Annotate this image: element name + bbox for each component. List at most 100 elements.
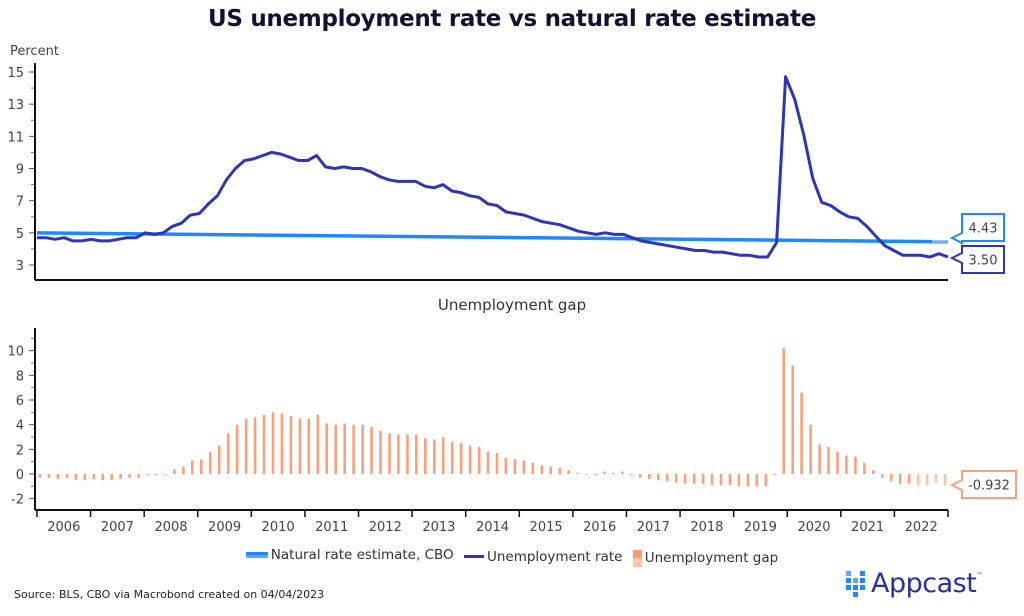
gap-bar bbox=[459, 443, 463, 474]
legend-swatch-unemployment-gap bbox=[632, 549, 642, 567]
end-labels: 4.43 3.50 bbox=[949, 213, 1005, 274]
gap-bar bbox=[119, 474, 122, 479]
callout-box bbox=[949, 470, 1017, 499]
gap-bar bbox=[486, 451, 490, 474]
gap-bar bbox=[173, 469, 176, 474]
gap-bar bbox=[657, 474, 660, 481]
gap-bar bbox=[146, 474, 149, 475]
gap-bar bbox=[477, 446, 481, 474]
gap-bar bbox=[110, 474, 113, 481]
x-tick-label: 2010 bbox=[262, 520, 295, 535]
gap-bar bbox=[872, 470, 875, 474]
gap-bar bbox=[576, 472, 579, 474]
gap-bar bbox=[639, 474, 642, 478]
gap-bar bbox=[433, 439, 436, 474]
gap-bar bbox=[594, 474, 597, 476]
y-tick-label: 2 bbox=[16, 443, 24, 458]
callout-value: 4.43 bbox=[969, 222, 998, 237]
legend-item-natural-rate[interactable]: Natural rate estimate, CBO bbox=[245, 547, 454, 563]
legend-swatch-natural-rate bbox=[245, 552, 268, 558]
gap-bar bbox=[889, 474, 893, 482]
legend-item-unemployment-rate[interactable]: Unemployment rate bbox=[463, 549, 622, 565]
y-tick-label: 11 bbox=[7, 130, 24, 145]
gap-bar bbox=[253, 417, 257, 474]
gap-bar bbox=[137, 474, 140, 478]
gap-bar bbox=[208, 451, 212, 474]
gap-bar bbox=[441, 437, 445, 474]
natural-rate-line bbox=[36, 231, 933, 244]
x-tick-label: 2020 bbox=[797, 520, 830, 535]
y-tick-label: 5 bbox=[16, 227, 24, 242]
x-tick-label: 2017 bbox=[637, 520, 670, 535]
gap-bar bbox=[907, 474, 911, 484]
gap-bar bbox=[235, 424, 239, 474]
gap-bar bbox=[728, 474, 732, 486]
gap-bar bbox=[845, 455, 848, 474]
gap-bar bbox=[710, 474, 714, 486]
gap-bar bbox=[755, 474, 759, 487]
gap-bar bbox=[504, 458, 508, 474]
gap-bar bbox=[200, 459, 203, 474]
y-axis-label: Percent bbox=[10, 44, 59, 59]
gap-bar bbox=[415, 434, 418, 474]
gap-bar bbox=[406, 434, 409, 474]
gap-bar bbox=[83, 474, 87, 481]
gap-bar bbox=[782, 348, 785, 474]
gap-bar bbox=[101, 474, 104, 481]
y-axis-ticks: 15 13 11 9 7 5 3 bbox=[7, 66, 35, 274]
y-tick-label: 8 bbox=[16, 369, 24, 384]
gap-bar bbox=[863, 462, 866, 474]
legend-label: Unemployment gap bbox=[644, 550, 779, 566]
gap-bar bbox=[226, 433, 230, 474]
gap-bar bbox=[182, 466, 185, 474]
gap-bar bbox=[881, 474, 884, 478]
gap-bar bbox=[280, 413, 284, 474]
gap-bar bbox=[343, 423, 346, 474]
gap-bar bbox=[191, 460, 194, 474]
x-tick-label: 2009 bbox=[208, 520, 241, 535]
gap-bar bbox=[612, 472, 615, 474]
gap-bar bbox=[836, 451, 839, 474]
x-tick-label: 2022 bbox=[905, 520, 938, 535]
gap-bar bbox=[746, 474, 750, 487]
gap-bar bbox=[352, 424, 355, 474]
gap-bar bbox=[65, 474, 69, 478]
x-tick-label: 2006 bbox=[47, 520, 80, 535]
gap-bar bbox=[495, 453, 499, 474]
unemployment-rate-line bbox=[37, 75, 949, 259]
gap-bar bbox=[818, 444, 821, 474]
legend-item-unemployment-gap[interactable]: Unemployment gap bbox=[632, 549, 779, 567]
y-tick-label: 7 bbox=[16, 195, 24, 210]
source-note: Source: BLS, CBO via Macrobond created o… bbox=[14, 588, 325, 601]
gap-bar bbox=[827, 446, 830, 474]
gap-bar bbox=[674, 474, 678, 483]
gap-end-label: -0.932 bbox=[949, 470, 1017, 499]
gap-bar bbox=[791, 365, 794, 474]
legend-swatch-unemployment-rate bbox=[463, 555, 484, 558]
gap-bar bbox=[513, 459, 517, 474]
appcast-logo: Appcast ™ bbox=[846, 568, 982, 599]
y-tick-label: 4 bbox=[16, 419, 24, 434]
gap-bar bbox=[540, 465, 544, 474]
gap-bar bbox=[468, 445, 472, 474]
bars-group bbox=[38, 348, 947, 487]
x-tick-label: 2011 bbox=[315, 520, 348, 535]
y-tick-label: -2 bbox=[11, 493, 24, 508]
gap-bar bbox=[773, 474, 777, 476]
gap-bar bbox=[271, 412, 275, 474]
callout-box bbox=[949, 213, 1005, 245]
gap-bar bbox=[334, 424, 337, 474]
x-tick-label: 2016 bbox=[583, 520, 616, 535]
line-chart: Percent 15 13 11 9 7 5 3 4.43 3.50 bbox=[7, 44, 1005, 281]
chart-title: US unemployment rate vs natural rate est… bbox=[207, 6, 817, 32]
gap-bar bbox=[701, 474, 705, 484]
logo-mark-icon bbox=[846, 570, 865, 597]
x-tick-label: 2021 bbox=[851, 520, 884, 535]
gap-bar bbox=[424, 438, 427, 474]
gap-bar bbox=[630, 474, 633, 476]
gap-bar bbox=[531, 462, 535, 474]
x-tick-label: 2019 bbox=[744, 520, 777, 535]
y-tick-label: 0 bbox=[16, 468, 24, 483]
series-group bbox=[36, 75, 949, 259]
y-tick-label: 6 bbox=[16, 394, 24, 409]
